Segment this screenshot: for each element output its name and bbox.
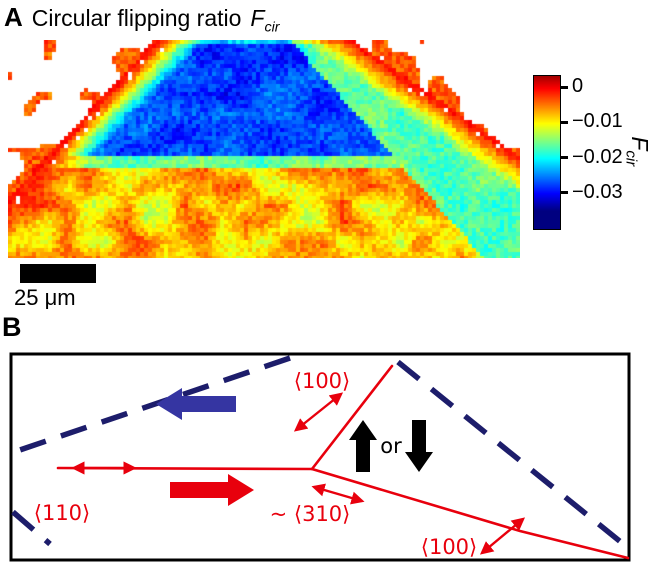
colorbar-tick-mark [561,85,568,89]
direction-label-top: ⟨100⟩ [294,369,350,393]
panel-a-label: A [4,2,23,32]
panel-a-title-text: Circular flipping ratio [31,5,242,31]
domain-wall-upper [310,364,394,471]
sample-edge-dashed-right [396,359,629,550]
colorbar-tick-mark [561,156,568,160]
colorbar-tick-label: 0 [572,75,584,98]
or-label: or [380,434,402,458]
panel-a-title: A Circular flipping ratio Fcir [4,2,280,36]
colorbar-label: Fcir [622,136,654,167]
colorbar-canvas [533,75,561,230]
scale-bar-label: 25 μm [14,285,76,310]
colorbar-tick-mark [561,120,568,124]
sample-edge-dashed-bottom-left [11,509,52,547]
magnetization-arrow-left [156,388,236,420]
panel-b-diagram: ⟨100⟩ ⟨110⟩ ~ ⟨310⟩ ⟨100⟩ or [9,352,631,562]
easy-axis-arrow-middle [311,483,365,505]
colorbar-ticks: 0 −0.01 −0.02 −0.03 [533,75,660,230]
flip-arrow-down [405,420,433,472]
panel-b-label: B [2,312,22,342]
easy-axis-arrow-bottom-right [479,517,526,555]
colorbar-tick-mark [561,191,568,195]
colorbar-tick-label: −0.02 [572,145,623,168]
fcir-title-symbol: Fcir [250,5,280,36]
colorbar-tick-label: −0.03 [572,180,623,203]
direction-label-middle: ~ ⟨310⟩ [270,502,351,526]
direction-label-bottom-right: ⟨100⟩ [421,535,477,559]
scale-bar [20,264,96,283]
heatmap-canvas [8,40,520,258]
sample-edge-dashed-left [13,355,291,455]
direction-label-left: ⟨110⟩ [34,501,90,525]
colorbar-tick-label: −0.01 [572,110,623,133]
flip-arrow-up [349,420,377,472]
easy-axis-arrow-top [293,392,344,432]
magnetization-arrow-right [170,474,254,506]
